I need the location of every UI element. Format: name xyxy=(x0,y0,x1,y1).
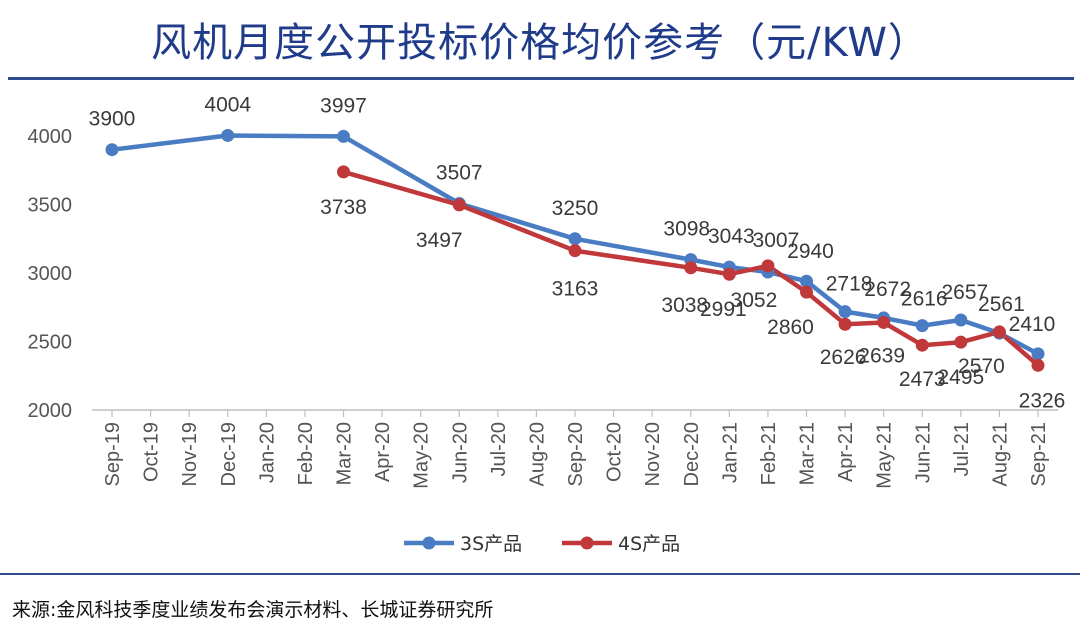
data-point-4s xyxy=(337,165,350,179)
line-chart: Sep-19 Oct-19 Nov-19 Dec-19 Jan-20 Feb-20 Mar-… xyxy=(28,93,1066,555)
data-point-4s xyxy=(761,259,775,273)
data-point-4s xyxy=(992,325,1006,339)
data-point-4s xyxy=(684,261,698,275)
data-label-3s: 3043 xyxy=(708,225,755,248)
x-tick-label: Jul-20 xyxy=(488,422,510,476)
title-divider xyxy=(8,77,1074,80)
data-label-4s: 3038 xyxy=(661,294,708,317)
x-tick-label: Sep-19 xyxy=(102,422,124,487)
data-label-4s: 3052 xyxy=(731,289,778,312)
data-point-3s xyxy=(800,274,813,288)
legend-marker-3s xyxy=(422,536,436,550)
data-label-3s: 3900 xyxy=(89,108,136,131)
data-point-3s xyxy=(105,143,119,157)
data-label-4s: 2991 xyxy=(700,298,747,321)
data-label-3s: 2672 xyxy=(864,278,911,301)
data-point-4s xyxy=(838,317,852,331)
x-tick-label: Dec-20 xyxy=(681,422,703,486)
x-tick-label: Jan-21 xyxy=(719,422,741,483)
legend: 3S产品 4S产品 xyxy=(404,533,680,555)
data-point-4s xyxy=(1031,358,1045,372)
data-label-4s: 2570 xyxy=(958,355,1005,378)
x-tick-label: Apr-21 xyxy=(835,422,857,482)
legend-marker-4s xyxy=(580,536,594,550)
data-point-4s xyxy=(568,244,582,258)
data-label-3s: 4004 xyxy=(204,93,251,116)
data-label-4s: 2495 xyxy=(937,366,984,389)
x-tick-label: Nov-20 xyxy=(642,422,664,486)
x-tick-label: Oct-20 xyxy=(604,422,626,482)
x-tick-label: May-21 xyxy=(874,422,896,489)
data-label-3s: 2940 xyxy=(787,240,834,263)
x-tick-label: Dec-19 xyxy=(218,422,240,486)
legend-label-3s: 3S产品 xyxy=(460,533,522,555)
x-tick-label: Sep-20 xyxy=(565,422,587,487)
data-point-3s xyxy=(1031,347,1045,361)
data-label-3s: 3507 xyxy=(436,162,483,185)
data-point-3s xyxy=(954,313,968,327)
x-tick-label: Sep-21 xyxy=(1028,422,1050,487)
x-tick-label: Oct-19 xyxy=(141,422,163,482)
data-point-3s xyxy=(337,129,350,143)
x-tick-label: Feb-20 xyxy=(295,422,317,485)
data-label-3s: 3098 xyxy=(663,218,710,241)
data-label-4s: 3497 xyxy=(416,229,463,252)
data-point-3s xyxy=(568,232,582,246)
x-tick-label: Jun-21 xyxy=(912,422,934,483)
data-point-4s xyxy=(452,198,466,212)
source-note: 来源:金风科技季度业绩发布会演示材料、长城证券研究所 xyxy=(12,599,494,621)
data-label-4s: 3163 xyxy=(552,278,599,301)
data-label-4s: 2326 xyxy=(1019,389,1066,412)
data-point-4s xyxy=(877,315,891,329)
page-title: 风机月度公开投标价格均价参考（元/KW） xyxy=(151,20,929,66)
legend-label-4s: 4S产品 xyxy=(618,533,680,555)
data-label-3s: 2657 xyxy=(941,281,988,304)
data-label-4s: 2473 xyxy=(899,368,946,391)
y-tick-label: 4000 xyxy=(28,126,73,148)
x-tick-label: Mar-20 xyxy=(334,422,356,485)
x-tick-label: Jun-20 xyxy=(449,422,471,483)
series-points xyxy=(105,128,1045,372)
data-point-3s xyxy=(915,319,929,333)
x-tick-label: Feb-21 xyxy=(758,422,780,485)
data-point-4s xyxy=(954,335,968,349)
data-point-4s xyxy=(915,338,929,352)
data-label-3s: 2561 xyxy=(978,293,1025,316)
data-label-4s: 2860 xyxy=(767,316,814,339)
y-tick-label: 2500 xyxy=(28,332,73,354)
x-tick-label: Nov-19 xyxy=(179,422,201,486)
footer-divider xyxy=(0,573,1080,575)
x-tick-label: May-20 xyxy=(411,422,433,489)
data-label-3s: 2718 xyxy=(826,273,873,296)
y-tick-label: 2000 xyxy=(28,400,73,422)
x-tick-label: Aug-20 xyxy=(526,422,548,487)
data-point-3s xyxy=(838,305,852,319)
y-tick-label: 3000 xyxy=(28,263,73,285)
data-label-4s: 2639 xyxy=(858,344,905,367)
data-label-3s: 2616 xyxy=(901,288,948,311)
y-tick-label: 3500 xyxy=(28,195,73,217)
data-label-4s: 3738 xyxy=(320,196,367,219)
data-label-3s: 3250 xyxy=(552,197,599,220)
x-tick-label: Mar-21 xyxy=(797,422,819,485)
data-point-4s xyxy=(800,285,813,299)
data-label-3s: 2410 xyxy=(1009,313,1056,336)
data-point-3s xyxy=(221,128,235,142)
x-tick-label: Aug-21 xyxy=(989,422,1011,487)
x-tick-label: Jul-21 xyxy=(951,422,973,476)
axes: Sep-19 Oct-19 Nov-19 Dec-19 Jan-20 Feb-20 Mar-… xyxy=(28,126,1058,489)
data-label-4s: 2626 xyxy=(820,346,867,369)
data-label-3s: 3997 xyxy=(320,94,367,117)
x-tick-label: Apr-20 xyxy=(372,422,394,482)
data-label-3s: 3007 xyxy=(753,229,800,252)
data-point-4s xyxy=(722,267,736,281)
x-tick-label: Jan-20 xyxy=(256,422,278,483)
